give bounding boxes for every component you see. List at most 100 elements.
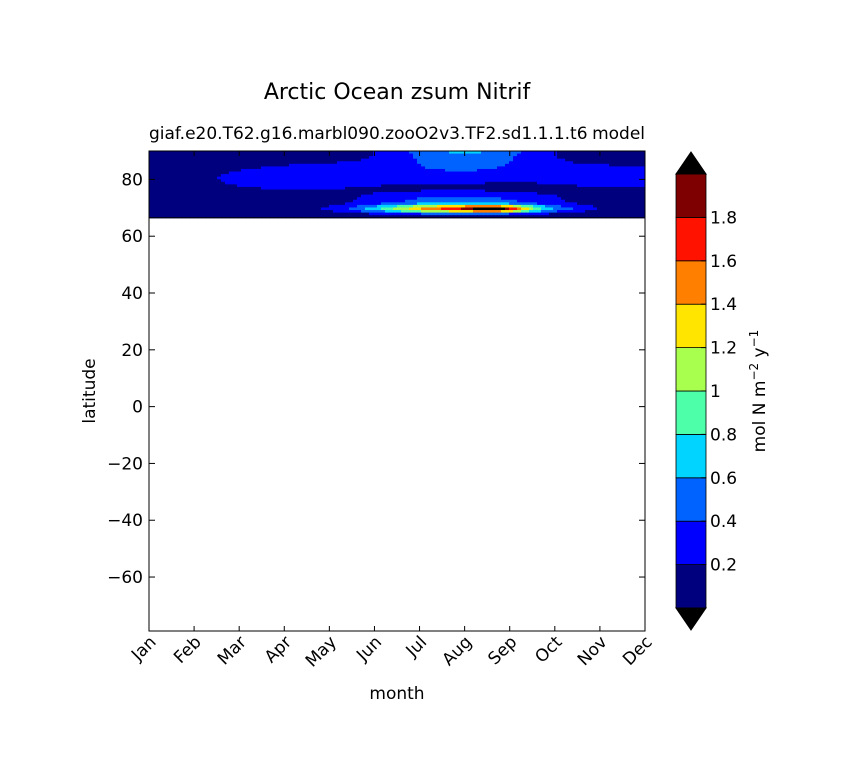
contour-cell xyxy=(165,207,170,211)
contour-cell xyxy=(333,184,338,188)
contour-cell xyxy=(177,202,182,206)
contour-cell xyxy=(161,161,166,165)
contour-cell xyxy=(581,158,586,162)
contour-cell xyxy=(345,194,350,198)
contour-cell xyxy=(405,184,410,188)
contour-cell xyxy=(289,174,294,178)
contour-cell xyxy=(613,184,618,188)
contour-cell xyxy=(297,168,302,173)
contour-cell xyxy=(365,207,370,211)
contour-cell xyxy=(545,181,550,185)
contour-cell xyxy=(365,176,370,180)
contour-cell xyxy=(165,197,170,201)
contour-cell xyxy=(517,168,522,173)
contour-cell xyxy=(397,212,402,216)
contour-cell xyxy=(249,215,254,219)
contour-cell xyxy=(505,192,510,196)
contour-cell xyxy=(365,199,370,203)
contour-cell xyxy=(337,194,342,198)
contour-cell xyxy=(609,168,614,173)
contour-cell xyxy=(293,184,298,188)
contour-cell xyxy=(253,212,258,216)
contour-cell xyxy=(533,174,538,178)
contour-cell xyxy=(489,153,494,157)
contour-cell xyxy=(237,202,242,206)
contour-cell xyxy=(305,186,310,191)
contour-cell xyxy=(545,156,550,160)
contour-cell xyxy=(437,197,442,201)
contour-cell xyxy=(233,158,238,162)
contour-cell xyxy=(553,163,558,168)
contour-cell xyxy=(325,194,330,198)
contour-cell xyxy=(293,207,298,211)
contour-cell xyxy=(417,197,422,201)
contour-cell xyxy=(433,207,438,211)
contour-cell xyxy=(257,174,262,178)
contour-cell xyxy=(285,156,290,160)
contour-cell xyxy=(413,210,418,214)
contour-cell xyxy=(565,204,570,209)
contour-cell xyxy=(441,202,446,206)
contour-cell xyxy=(397,215,402,219)
contour-cell xyxy=(181,204,186,209)
contour-cell xyxy=(237,192,242,196)
contour-cell xyxy=(469,204,474,209)
contour-cell xyxy=(429,186,434,191)
contour-cell xyxy=(561,199,566,203)
contour-cell xyxy=(277,161,282,165)
contour-cell xyxy=(429,179,434,183)
contour-cell xyxy=(597,184,602,188)
colorbar-over-arrow xyxy=(675,151,707,175)
contour-cell xyxy=(253,215,258,219)
contour-cell xyxy=(601,194,606,198)
contour-cell xyxy=(317,199,322,203)
contour-cell xyxy=(369,199,374,203)
contour-cell xyxy=(385,197,390,201)
contour-cell xyxy=(505,176,510,180)
colorbar-segment xyxy=(675,520,707,566)
contour-cell xyxy=(485,181,490,185)
contour-cell xyxy=(357,202,362,206)
contour-cell xyxy=(553,212,558,216)
contour-cell xyxy=(445,192,450,196)
contour-cell xyxy=(269,204,274,209)
contour-cell xyxy=(381,210,386,214)
contour-cell xyxy=(501,151,506,155)
contour-cell xyxy=(549,166,554,170)
contour-cell xyxy=(281,189,286,193)
contour-cell xyxy=(557,179,562,183)
contour-cell xyxy=(413,166,418,170)
contour-cell xyxy=(269,215,274,219)
contour-cell xyxy=(609,189,614,193)
contour-cell xyxy=(233,204,238,209)
contour-cell xyxy=(329,197,334,201)
contour-cell xyxy=(353,166,358,170)
contour-cell xyxy=(233,153,238,157)
contour-cell xyxy=(273,161,278,165)
contour-cell xyxy=(537,189,542,193)
contour-cell xyxy=(369,197,374,201)
contour-cell xyxy=(301,171,306,175)
contour-cell xyxy=(425,171,430,175)
contour-cell xyxy=(197,184,202,188)
contour-cell xyxy=(569,158,574,162)
contour-cell xyxy=(625,207,630,211)
contour-cell xyxy=(437,153,442,157)
contour-cell xyxy=(193,207,198,211)
contour-cell xyxy=(629,166,634,170)
contour-cell xyxy=(381,207,386,211)
contour-cell xyxy=(489,179,494,183)
contour-cell xyxy=(561,153,566,157)
contour-cell xyxy=(449,168,454,173)
contour-cell xyxy=(437,176,442,180)
contour-cell xyxy=(205,215,210,219)
contour-cell xyxy=(213,186,218,191)
contour-cell xyxy=(257,151,262,155)
contour-cell xyxy=(301,184,306,188)
contour-cell xyxy=(161,181,166,185)
contour-cell xyxy=(409,186,414,191)
contour-cell xyxy=(173,174,178,178)
y-axis-label: latitude xyxy=(80,358,100,423)
contour-cell xyxy=(233,199,238,203)
contour-cell xyxy=(461,174,466,178)
